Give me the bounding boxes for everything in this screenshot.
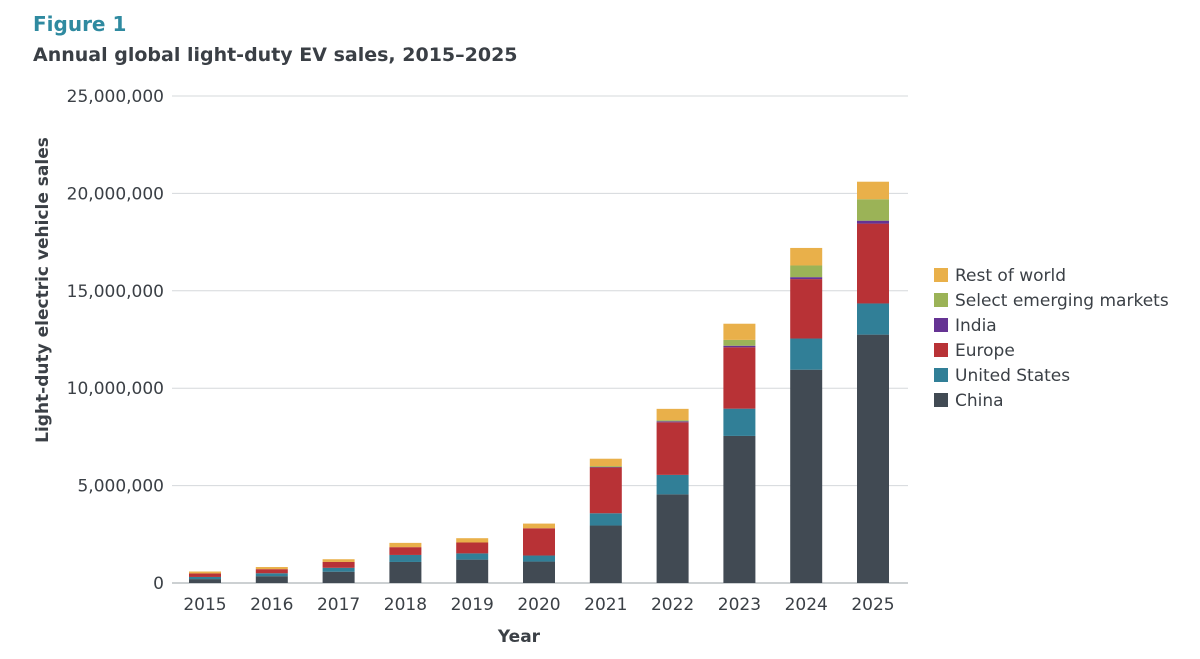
bar-segment-india-2021 xyxy=(589,467,622,468)
legend-label: Rest of world xyxy=(955,266,1066,286)
bar-segment-rest-of-world-2018 xyxy=(389,542,422,548)
bars xyxy=(189,181,889,583)
bar-segment-united-states-2015 xyxy=(189,576,221,580)
x-tick-label: 2025 xyxy=(851,595,894,615)
bar-segment-europe-2017 xyxy=(322,561,355,568)
bar-segment-china-2015 xyxy=(189,579,221,583)
bar-segment-united-states-2016 xyxy=(255,573,288,577)
legend-label: Select emerging markets xyxy=(955,291,1169,311)
x-tick-label: 2023 xyxy=(718,595,761,615)
figure-label: Figure 1 xyxy=(33,12,127,36)
x-tick-label: 2018 xyxy=(384,595,427,615)
x-tick-label: 2015 xyxy=(183,595,226,615)
bar-segment-europe-2020 xyxy=(523,528,555,556)
bar-segment-india-2025 xyxy=(857,220,889,224)
legend-label: United States xyxy=(955,366,1070,386)
bar-segment-select-emerging-markets-2021 xyxy=(589,466,622,468)
legend-label: Europe xyxy=(955,341,1015,361)
legend-swatch xyxy=(934,318,948,332)
bar-segment-united-states-2025 xyxy=(857,303,889,335)
y-tick-label: 15,000,000 xyxy=(67,282,164,302)
bar-segment-united-states-2020 xyxy=(523,555,555,562)
bar-segment-rest-of-world-2016 xyxy=(255,567,288,570)
bar-segment-china-2017 xyxy=(322,571,355,583)
bar-segment-select-emerging-markets-2023 xyxy=(723,339,756,346)
bar-segment-china-2018 xyxy=(389,561,422,583)
y-tick-label: 10,000,000 xyxy=(67,379,164,399)
bar-segment-europe-2016 xyxy=(255,569,288,574)
bar-segment-china-2021 xyxy=(589,525,622,583)
bar-segment-rest-of-world-2020 xyxy=(523,523,555,529)
bar-segment-europe-2021 xyxy=(589,467,622,514)
bar-segment-united-states-2019 xyxy=(456,553,489,560)
bar-segment-select-emerging-markets-2022 xyxy=(656,420,689,422)
bar-segment-india-2024 xyxy=(790,277,823,280)
legend-swatch xyxy=(934,268,948,282)
bar-segment-rest-of-world-2023 xyxy=(723,323,756,340)
legend: Rest of world Select emerging markets Indi… xyxy=(934,266,1169,411)
legend-swatch xyxy=(934,343,948,357)
bar-segment-select-emerging-markets-2024 xyxy=(790,265,823,278)
x-axis-title: Year xyxy=(497,627,541,647)
legend-swatch xyxy=(934,293,948,307)
y-tick-label: 20,000,000 xyxy=(67,184,164,204)
bar-segment-rest-of-world-2017 xyxy=(322,559,355,562)
bar-segment-united-states-2017 xyxy=(322,567,355,572)
bar-segment-united-states-2024 xyxy=(790,338,823,370)
bar-segment-europe-2024 xyxy=(790,279,823,339)
bar-segment-rest-of-world-2015 xyxy=(189,571,221,574)
bar-segment-rest-of-world-2019 xyxy=(456,538,489,543)
bar-segment-china-2023 xyxy=(723,435,756,583)
bar-segment-united-states-2023 xyxy=(723,408,756,436)
bar-segment-rest-of-world-2024 xyxy=(790,247,823,266)
x-tick-label: 2021 xyxy=(584,595,627,615)
y-tick-label: 5,000,000 xyxy=(77,477,164,497)
x-tick-label: 2019 xyxy=(451,595,494,615)
bar-segment-united-states-2022 xyxy=(656,474,689,495)
bar-segment-china-2019 xyxy=(456,559,489,583)
x-tick-label: 2017 xyxy=(317,595,360,615)
y-axis-title: Light-duty electric vehicle sales xyxy=(33,137,53,443)
bar-segment-united-states-2018 xyxy=(389,554,422,562)
x-tick-label: 2016 xyxy=(250,595,293,615)
bar-segment-europe-2023 xyxy=(723,347,756,409)
y-axis-ticks: 0 5,000,000 10,000,000 15,000,000 20,000,000… xyxy=(67,87,164,594)
bar-segment-europe-2019 xyxy=(456,542,489,554)
bar-segment-select-emerging-markets-2025 xyxy=(857,199,889,221)
y-tick-label: 0 xyxy=(153,574,164,594)
bar-segment-china-2016 xyxy=(255,576,288,583)
x-tick-label: 2024 xyxy=(785,595,828,615)
y-tick-label: 25,000,000 xyxy=(67,87,164,107)
bar-segment-india-2023 xyxy=(723,345,756,348)
bar-segment-rest-of-world-2021 xyxy=(589,458,622,467)
bar-segment-china-2020 xyxy=(523,561,555,583)
x-tick-label: 2020 xyxy=(517,595,560,615)
bar-segment-europe-2018 xyxy=(389,547,422,555)
x-axis-ticks: 2015 2016 2017 2018 2019 2020 2021 2022 2023 2024… xyxy=(183,595,894,615)
bar-segment-europe-2022 xyxy=(656,422,689,475)
bar-segment-india-2022 xyxy=(656,421,689,423)
legend-swatch xyxy=(934,368,948,382)
bar-segment-europe-2015 xyxy=(189,573,221,577)
bar-segment-china-2024 xyxy=(790,369,823,583)
bar-segment-china-2022 xyxy=(656,494,689,583)
legend-label: China xyxy=(955,391,1004,411)
legend-label: India xyxy=(955,316,997,336)
bar-segment-china-2025 xyxy=(857,334,889,583)
legend-swatch xyxy=(934,393,948,407)
chart-title: Annual global light-duty EV sales, 2015–… xyxy=(33,44,518,66)
x-tick-label: 2022 xyxy=(651,595,694,615)
bar-segment-europe-2025 xyxy=(857,223,889,304)
bar-segment-rest-of-world-2025 xyxy=(857,181,889,200)
bar-segment-rest-of-world-2022 xyxy=(656,408,689,421)
bar-segment-united-states-2021 xyxy=(589,513,622,526)
